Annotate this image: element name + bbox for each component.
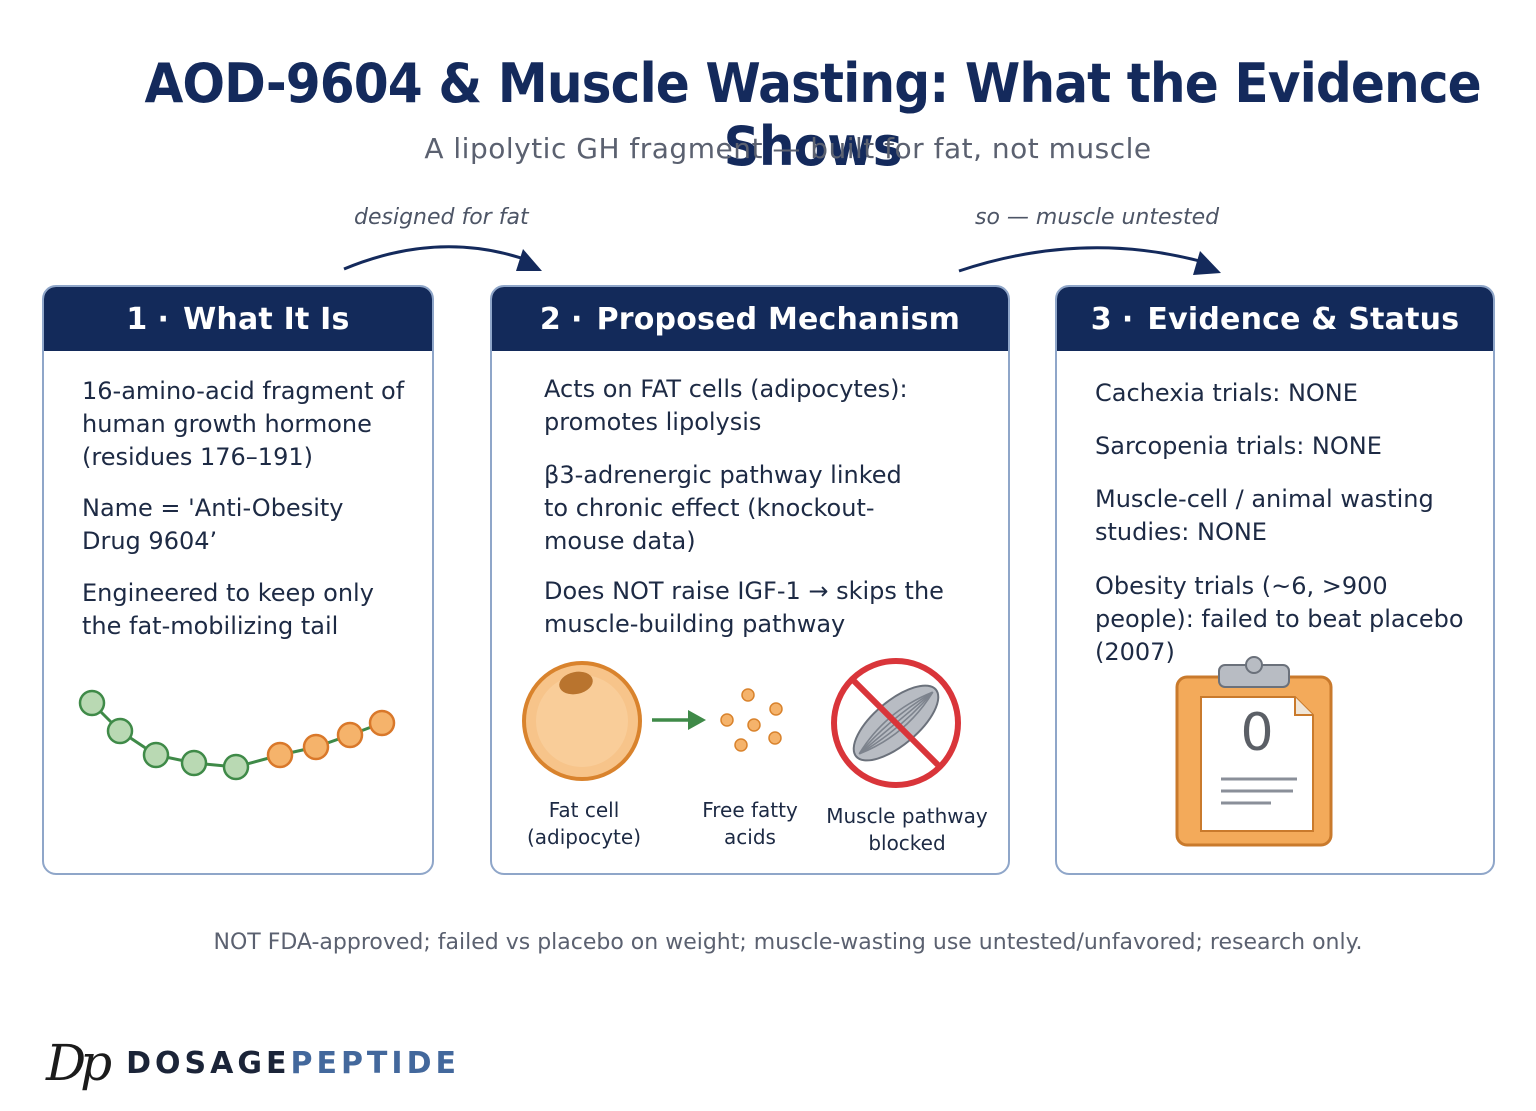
clipboard-icon: 0: [1175, 655, 1333, 847]
panel-2-point-2: β3-adrenergic pathway linked to chronic …: [544, 461, 902, 555]
fatty-acids-caption: Free fatty acids: [682, 797, 818, 851]
clipboard-count: 0: [1240, 703, 1274, 763]
fat-cell-icon: [522, 661, 642, 781]
brand-name-part-2: PEPTIDE: [290, 1045, 460, 1081]
fat-cell-caption-line-1: Fat cell: [548, 798, 620, 822]
panel-2-title: Proposed Mechanism: [596, 301, 961, 337]
muscle-blocked-icon: [831, 658, 961, 788]
panel-3-header: 3 · Evidence & Status: [1057, 287, 1493, 351]
panel-2-separator: ·: [570, 301, 583, 337]
panel-1-point-2: Name = 'Anti-Obesity Drug 9604’: [82, 494, 344, 555]
panel-1-separator: ·: [157, 301, 170, 337]
brand-logo: Dp DOSAGE PEPTIDE: [46, 1038, 460, 1088]
panel-what-it-is: 1 · What It Is 16-amino-acid fragment of…: [42, 285, 434, 875]
muscle-caption-line-2: blocked: [868, 831, 946, 855]
page-title: AOD-9604 & Muscle Wasting: What the Evid…: [144, 52, 1481, 178]
panel-1-number: 1: [126, 301, 148, 337]
panel-2-number: 2: [539, 301, 561, 337]
page-subtitle: A lipolytic GH fragment — built for fat,…: [424, 132, 1152, 165]
clipboard-graphic: [1175, 656, 1333, 847]
connector-label-1: designed for fat: [354, 205, 529, 230]
fatty-acids-caption-line-2: acids: [724, 825, 776, 849]
connector-arrow-2: [958, 246, 1221, 275]
panel-evidence-status: 3 · Evidence & Status Cachexia trials: N…: [1055, 285, 1495, 875]
panel-1-title: What It Is: [183, 301, 350, 337]
muscle-caption-line-1: Muscle pathway: [826, 804, 988, 828]
panel-2-point-1: Acts on FAT cells (adipocytes): promotes…: [544, 375, 908, 436]
panel-3-separator: ·: [1121, 301, 1134, 337]
muscle-caption: Muscle pathway blocked: [822, 803, 992, 857]
panel-3-point-3: Muscle-cell / animal wasting studies: NO…: [1095, 485, 1434, 546]
fatty-acids-icon: [720, 688, 783, 752]
disclaimer-note: NOT FDA-approved; failed vs placebo on w…: [213, 930, 1363, 955]
panel-2-point-3: Does NOT raise IGF-1 → skips the muscle-…: [544, 577, 944, 638]
fat-cell-caption: Fat cell (adipocyte): [510, 797, 658, 851]
panel-1-point-1: 16-amino-acid fragment of human growth h…: [82, 377, 405, 471]
peptide-chain-icon: [78, 689, 396, 781]
release-arrow-icon: [652, 710, 706, 730]
panel-3-point-4: Obesity trials (~6, >900 people): failed…: [1095, 572, 1464, 666]
panel-proposed-mechanism: 2 · Proposed Mechanism Acts on FAT cells…: [490, 285, 1010, 875]
panel-1-header: 1 · What It Is: [44, 287, 432, 351]
panel-1-point-3: Engineered to keep only the fat-mobilizi…: [82, 579, 374, 640]
panel-3-point-2: Sarcopenia trials: NONE: [1095, 432, 1382, 460]
fat-cell-caption-line-2: (adipocyte): [526, 825, 642, 849]
connector-arrow-1: [343, 245, 542, 271]
panel-3-point-1: Cachexia trials: NONE: [1095, 379, 1358, 407]
brand-mark: Dp: [46, 1034, 112, 1092]
panel-3-number: 3: [1090, 301, 1112, 337]
panel-3-title: Evidence & Status: [1147, 301, 1460, 337]
panel-2-header: 2 · Proposed Mechanism: [492, 287, 1008, 351]
brand-name-part-1: DOSAGE: [126, 1045, 291, 1081]
fatty-acids-caption-line-1: Free fatty: [702, 798, 798, 822]
connector-label-2: so — muscle untested: [975, 205, 1220, 230]
